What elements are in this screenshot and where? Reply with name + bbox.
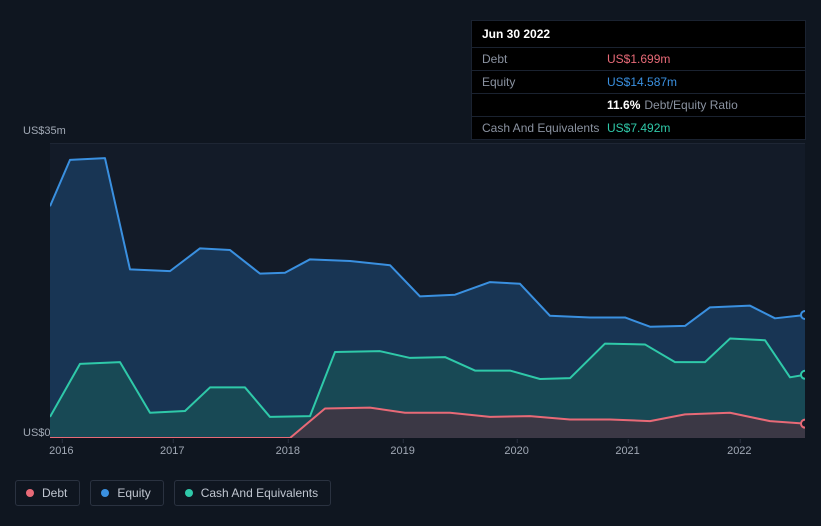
series-end-marker [801, 420, 805, 428]
x-axis-label: 2021 [615, 445, 639, 457]
legend-dot-icon [185, 489, 193, 497]
tooltip-row: DebtUS$1.699m [472, 48, 805, 71]
tooltip-row-label: Debt [482, 52, 607, 66]
tooltip-row-value: US$1.699m [607, 52, 670, 66]
x-axis: 2016 2017 2018 2019 2020 2021 2022 [50, 443, 805, 463]
tooltip-row: EquityUS$14.587m [472, 71, 805, 94]
legend-item[interactable]: Cash And Equivalents [174, 480, 331, 506]
tooltip-row-label: Equity [482, 75, 607, 89]
y-axis-max-label: US$35m [23, 125, 66, 137]
chart-legend: Debt Equity Cash And Equivalents [15, 480, 331, 506]
chart-svg [50, 143, 805, 438]
chart-plot-area[interactable] [50, 143, 805, 438]
series-end-marker [801, 311, 805, 319]
tooltip-date: Jun 30 2022 [472, 21, 805, 48]
x-axis-label: 2020 [504, 445, 528, 457]
legend-label: Equity [117, 486, 150, 500]
series-end-marker [801, 371, 805, 379]
x-axis-label: 2017 [160, 445, 184, 457]
tooltip-row-value: US$7.492m [607, 121, 670, 135]
legend-label: Cash And Equivalents [201, 486, 318, 500]
legend-dot-icon [26, 489, 34, 497]
legend-dot-icon [101, 489, 109, 497]
x-axis-label: 2018 [276, 445, 300, 457]
legend-item[interactable]: Equity [90, 480, 163, 506]
y-axis-min-label: US$0 [23, 427, 51, 439]
chart-tooltip: Jun 30 2022 DebtUS$1.699mEquityUS$14.587… [471, 20, 806, 140]
tooltip-row-value: US$14.587m [607, 75, 677, 89]
x-axis-label: 2019 [390, 445, 414, 457]
legend-label: Debt [42, 486, 67, 500]
x-axis-label: 2022 [727, 445, 751, 457]
x-axis-label: 2016 [49, 445, 73, 457]
legend-item[interactable]: Debt [15, 480, 80, 506]
tooltip-row: 11.6%Debt/Equity Ratio [472, 94, 805, 117]
tooltip-row-label [482, 98, 607, 112]
tooltip-row: Cash And EquivalentsUS$7.492m [472, 117, 805, 139]
tooltip-row-value: 11.6%Debt/Equity Ratio [607, 98, 738, 112]
tooltip-row-label: Cash And Equivalents [482, 121, 607, 135]
tooltip-row-suffix: Debt/Equity Ratio [644, 98, 737, 112]
